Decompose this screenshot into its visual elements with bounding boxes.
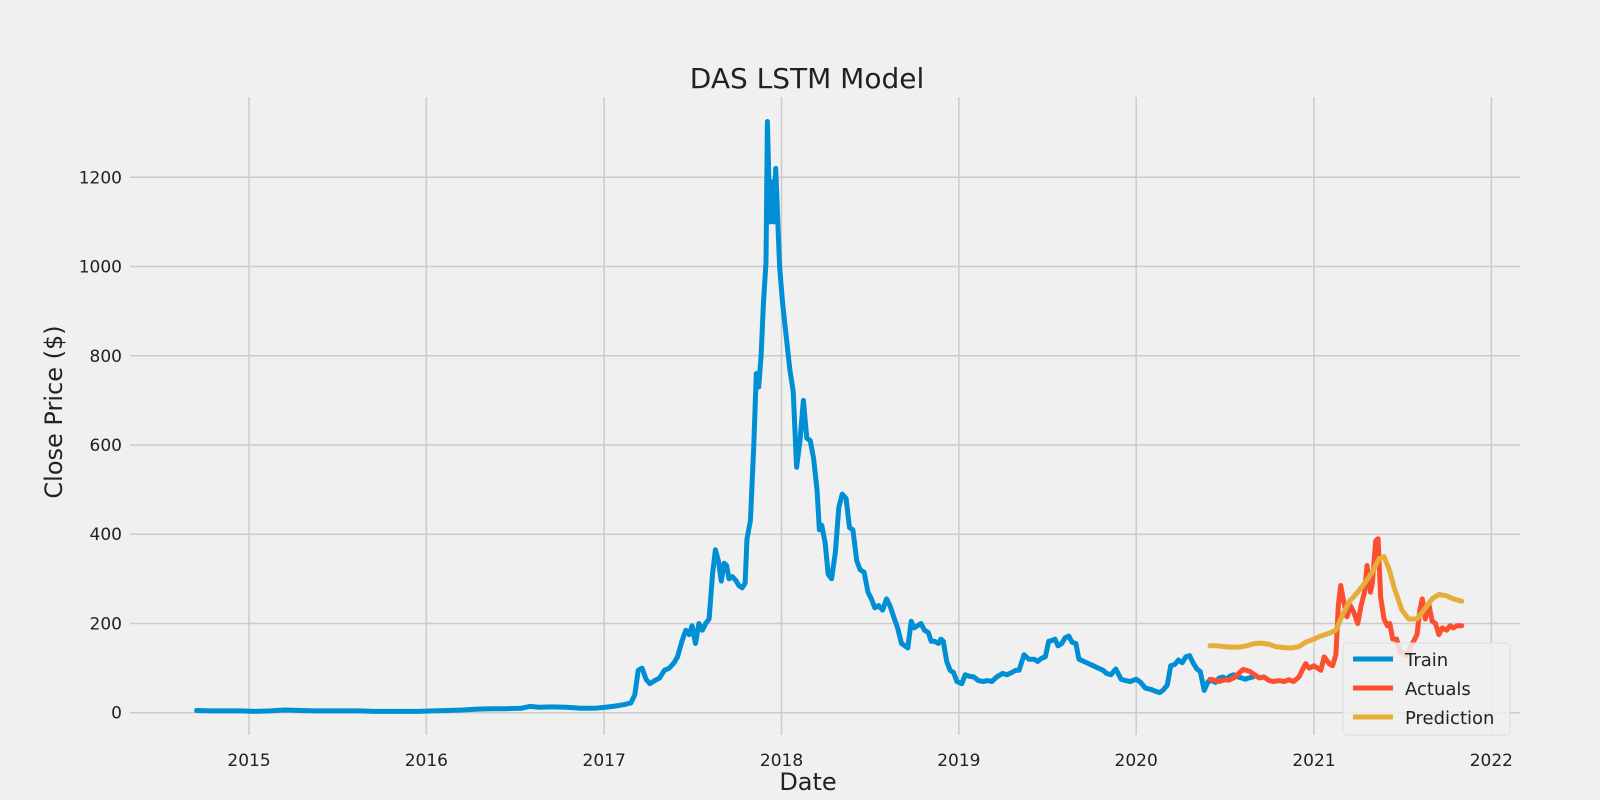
- y-tick-label: 0: [111, 704, 122, 724]
- y-tick-label: 1200: [79, 168, 122, 188]
- legend-label-prediction: Prediction: [1405, 708, 1494, 729]
- chart-title: DAS LSTM Model: [690, 62, 925, 95]
- y-tick-labels: 0 200 400 600 800 1000 1200: [79, 168, 122, 723]
- x-tick-label: 2016: [405, 751, 448, 771]
- legend-label-actuals: Actuals: [1405, 679, 1471, 700]
- y-tick-label: 200: [90, 614, 122, 634]
- y-tick-label: 1000: [79, 258, 122, 278]
- x-tick-label: 2020: [1115, 751, 1158, 771]
- x-tick-label: 2022: [1470, 751, 1513, 771]
- x-tick-label: 2017: [583, 751, 626, 771]
- y-axis-label: Close Price ($): [40, 325, 68, 498]
- legend-label-train: Train: [1404, 650, 1448, 671]
- y-tick-label: 400: [90, 525, 122, 545]
- x-tick-labels: 2015 2016 2017 2018 2019 2020 2021 2022: [227, 751, 1513, 771]
- x-axis-label: Date: [779, 768, 836, 796]
- series-line-actuals: [1207, 536, 1465, 684]
- y-tick-label: 800: [90, 347, 122, 367]
- y-tick-label: 600: [90, 436, 122, 456]
- legend: Train Actuals Prediction: [1342, 642, 1511, 736]
- series-line-train: [194, 119, 1256, 714]
- series-lines: [194, 119, 1465, 714]
- x-tick-label: 2019: [937, 751, 980, 771]
- x-tick-label: 2018: [760, 751, 803, 771]
- legend-box: [1342, 642, 1511, 736]
- x-tick-label: 2015: [227, 751, 270, 771]
- series-line-prediction: [1207, 554, 1465, 651]
- x-tick-label: 2021: [1292, 751, 1335, 771]
- x-gridlines: [248, 97, 1493, 735]
